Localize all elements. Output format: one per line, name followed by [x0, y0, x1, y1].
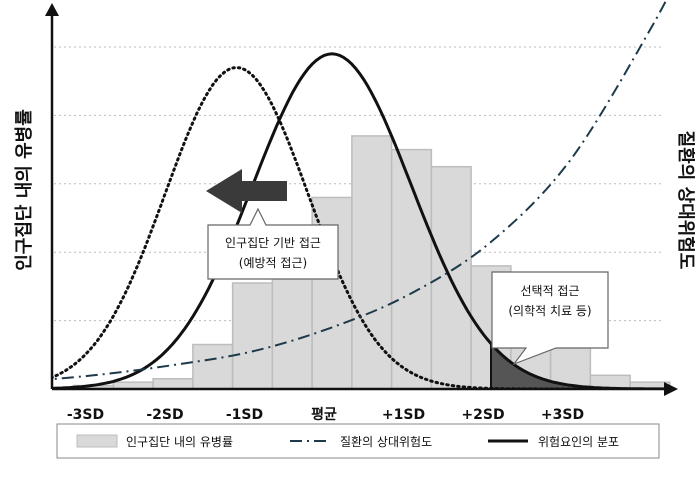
population-approach-curve: [52, 65, 668, 389]
population-approach-line2: (예방적 접근): [239, 256, 307, 270]
selective-approach-line1: 선택적 접근: [520, 284, 579, 298]
legend-box: [56, 423, 660, 459]
population-approach-callout: 인구집단 기반 접근 (예방적 접근): [207, 207, 339, 280]
y-axis-arrow-icon: [45, 3, 59, 16]
prevalence-bar: [351, 135, 393, 390]
axes: [45, 3, 678, 396]
relative-risk-curve: [52, 0, 668, 381]
x-tick-label: +2SD: [461, 407, 504, 423]
x-tick-label: +1SD: [382, 407, 425, 423]
population-approach-line1: 인구집단 기반 접근: [225, 236, 321, 250]
x-tick-labels: -3SD -2SD -1SD 평균 +1SD +2SD +3SD: [67, 406, 584, 423]
y-right-label: 질환의 상대위험도: [675, 131, 695, 270]
risk-factor-distribution-curve: [52, 52, 666, 389]
selective-approach-line2: (의학적 치료 등): [508, 304, 591, 318]
legend-swatch-bars: [76, 434, 118, 448]
x-tick-label: +3SD: [541, 407, 584, 423]
prevalence-bar: [231, 282, 274, 390]
legend-label-dist: 위험요인의 분포: [538, 435, 619, 449]
selective-approach-callout: 선택적 접근 (의학적 치료 등): [491, 271, 609, 366]
prevalence-bar: [152, 377, 194, 390]
prevalence-bar: [192, 343, 234, 390]
x-tick-label: -2SD: [146, 407, 183, 423]
legend-label-bars: 인구집단 내의 유병률: [126, 435, 233, 449]
legend: 인구집단 내의 유병률 질환의 상대위험도 위험요인의 분포: [56, 423, 660, 459]
curves: [52, 0, 668, 389]
x-tick-label: 평균: [311, 406, 337, 423]
left-arrow-icon: [206, 169, 287, 213]
legend-label-risk: 질환의 상대위험도: [340, 435, 432, 449]
x-axis-arrow-icon: [664, 382, 678, 396]
y-left-label: 인구집단 내의 유병률: [14, 109, 35, 271]
prevalence-bars: [72, 135, 671, 390]
x-tick-label: -1SD: [226, 407, 263, 423]
x-tick-label: -3SD: [67, 407, 104, 423]
